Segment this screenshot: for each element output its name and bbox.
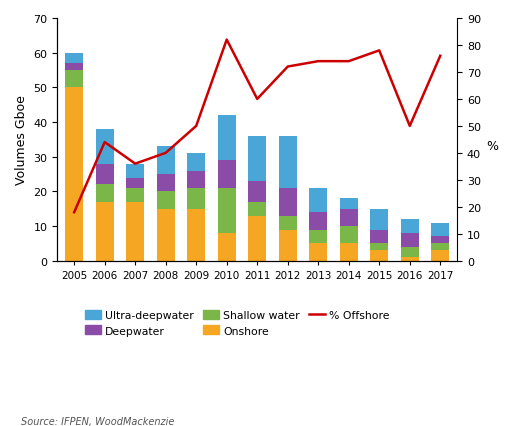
Bar xyxy=(309,188,327,213)
Bar xyxy=(279,216,297,230)
Bar xyxy=(370,209,388,230)
Bar xyxy=(95,185,114,202)
Bar xyxy=(156,192,175,209)
Bar xyxy=(156,175,175,192)
Bar xyxy=(279,137,297,188)
Bar xyxy=(126,178,144,188)
Bar xyxy=(156,147,175,175)
Bar xyxy=(370,230,388,244)
Bar xyxy=(156,209,175,261)
Bar xyxy=(431,251,449,261)
Bar xyxy=(95,130,114,164)
Bar xyxy=(187,154,205,171)
Bar xyxy=(309,213,327,230)
Bar xyxy=(340,199,358,209)
Bar xyxy=(65,64,83,71)
Bar xyxy=(370,251,388,261)
Bar xyxy=(340,209,358,227)
Bar xyxy=(65,54,83,64)
Bar xyxy=(401,220,419,233)
Bar xyxy=(187,188,205,209)
Bar xyxy=(248,216,266,261)
Y-axis label: %: % xyxy=(486,140,498,153)
Bar xyxy=(248,137,266,181)
Bar xyxy=(187,209,205,261)
Bar xyxy=(218,161,236,188)
Bar xyxy=(95,202,114,261)
Bar xyxy=(431,244,449,251)
Bar xyxy=(218,116,236,161)
Bar xyxy=(431,237,449,244)
Bar xyxy=(401,233,419,247)
Bar xyxy=(279,188,297,216)
Bar xyxy=(431,223,449,237)
Bar xyxy=(95,164,114,185)
Bar xyxy=(218,188,236,233)
Bar xyxy=(370,244,388,251)
Bar xyxy=(248,202,266,216)
Bar xyxy=(309,230,327,244)
Bar xyxy=(340,227,358,244)
Bar xyxy=(248,181,266,202)
Legend: Ultra-deepwater, Deepwater, Shallow water, Onshore, % Offshore: Ultra-deepwater, Deepwater, Shallow wate… xyxy=(85,310,390,336)
Bar xyxy=(340,244,358,261)
Bar xyxy=(279,230,297,261)
Bar xyxy=(218,233,236,261)
Bar xyxy=(126,188,144,202)
Bar xyxy=(126,202,144,261)
Bar xyxy=(65,88,83,261)
Bar xyxy=(309,244,327,261)
Bar xyxy=(187,171,205,188)
Bar xyxy=(401,258,419,261)
Text: Source: IFPEN, WoodMackenzie: Source: IFPEN, WoodMackenzie xyxy=(21,416,174,426)
Bar xyxy=(126,164,144,178)
Y-axis label: Volumes Gboe: Volumes Gboe xyxy=(15,95,28,185)
Bar xyxy=(65,71,83,88)
Bar xyxy=(401,247,419,258)
